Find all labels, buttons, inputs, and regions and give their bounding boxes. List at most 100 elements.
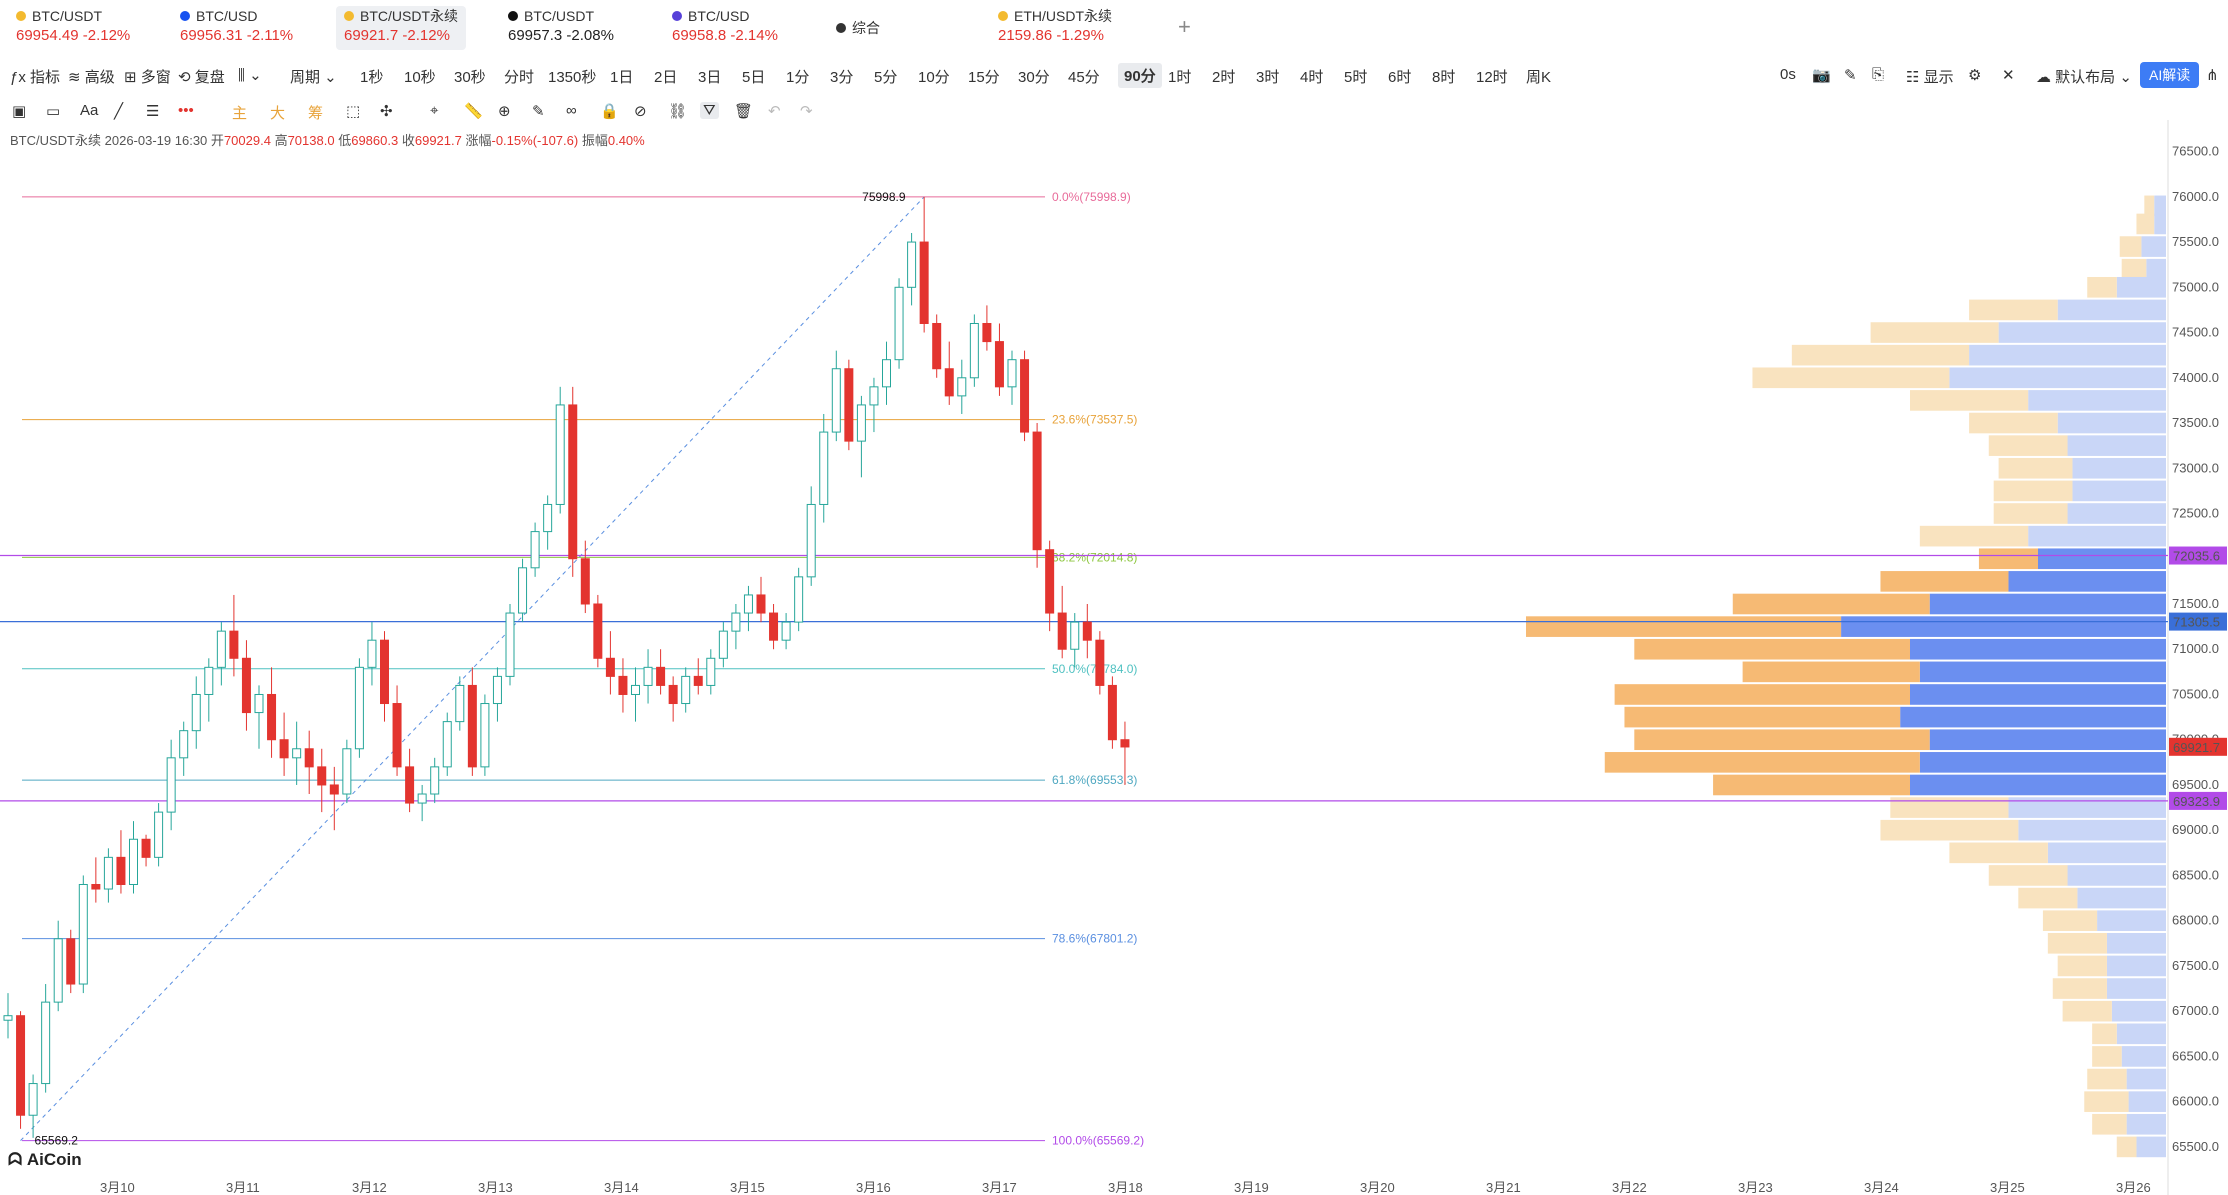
advanced-button[interactable]: ≋ 高级 xyxy=(68,69,115,86)
candle-body xyxy=(279,739,289,759)
symbol-tab[interactable]: ETH/USDT永续 2159.86 -1.29% xyxy=(990,6,1120,50)
zoom-icon[interactable]: ⊕ xyxy=(498,103,511,120)
period-3时[interactable]: 3时 xyxy=(1256,69,1280,86)
symbol-tab[interactable]: BTC/USDT 69954.49 -2.12% xyxy=(8,6,138,50)
dotted-line-icon[interactable]: ••• xyxy=(178,102,194,119)
ai-analysis-button[interactable]: AI解读 xyxy=(2140,62,2200,88)
period-90分[interactable]: 90分 xyxy=(1118,63,1162,88)
countdown-timer[interactable]: 0s xyxy=(1780,66,1796,83)
period-3日[interactable]: 3日 xyxy=(698,69,722,86)
volume-profile-bar-b xyxy=(1841,616,2166,637)
period-1分[interactable]: 1分 xyxy=(786,69,810,86)
x-tick-label: 3月24 xyxy=(1864,1180,1899,1195)
period-周K[interactable]: 周K xyxy=(1526,69,1552,86)
period-1日[interactable]: 1日 xyxy=(610,69,634,86)
chips-button[interactable]: 筹 xyxy=(308,105,324,122)
candle-body xyxy=(166,757,176,813)
candle-body xyxy=(530,531,540,569)
text-tool-icon[interactable]: Aa xyxy=(80,102,99,119)
period-1秒[interactable]: 1秒 xyxy=(360,69,384,86)
y-tick-label: 69500.0 xyxy=(2172,777,2219,792)
symbol-tab[interactable]: 综合 xyxy=(828,6,888,50)
volume-profile-bar-b xyxy=(1919,661,2166,683)
pattern-icon[interactable]: ⬚ xyxy=(346,103,361,120)
close-icon[interactable]: ✕ xyxy=(2002,67,2015,84)
magnet-icon[interactable]: ⊘ xyxy=(634,103,647,120)
filter-icon[interactable]: ⛛ xyxy=(700,102,719,119)
camera-icon[interactable]: 📷 xyxy=(1812,67,1831,84)
undo-icon[interactable]: ↶ xyxy=(768,103,781,120)
fib-label: 100.0%(65569.2) xyxy=(1052,1134,1144,1148)
share-icon[interactable]: ⋔ xyxy=(2206,67,2219,84)
period-10秒[interactable]: 10秒 xyxy=(404,69,436,86)
period-5日[interactable]: 5日 xyxy=(742,69,766,86)
symbol-tab[interactable]: BTC/USD 69956.31 -2.11% xyxy=(172,6,301,50)
brush-icon[interactable]: ✎ xyxy=(532,103,545,120)
period-5时[interactable]: 5时 xyxy=(1344,69,1368,86)
copy-icon[interactable]: ⎘ xyxy=(1872,66,1885,83)
bar-chart-icon[interactable]: ⫼ ⌄ xyxy=(238,67,262,84)
pattern-tool-icon[interactable]: ∞ xyxy=(566,102,577,119)
price-chart[interactable]: 65500.0 66000.0 66500.0 67000.0 67500.0 68000… xyxy=(0,120,2228,1195)
ruler-icon[interactable]: 📏 xyxy=(464,103,483,120)
symbol-tab[interactable]: BTC/USDT永续 69921.7 -2.12% xyxy=(336,6,466,50)
tab-symbol: ETH/USDT永续 xyxy=(1014,8,1112,24)
main-indicator-button[interactable]: 主 xyxy=(232,105,248,122)
pen-icon[interactable]: ✎ xyxy=(1844,67,1857,84)
redo-icon[interactable]: ↷ xyxy=(800,103,813,120)
candle-body xyxy=(254,693,264,714)
period-15分[interactable]: 15分 xyxy=(968,69,1000,86)
y-tick-label: 71000.0 xyxy=(2172,641,2219,656)
trash-icon[interactable]: 🗑 xyxy=(734,103,754,120)
period-dropdown[interactable]: 周期 ⌄ xyxy=(290,69,337,86)
period-1350秒[interactable]: 1350秒 xyxy=(548,69,597,86)
candle-body xyxy=(580,558,590,605)
candle-body xyxy=(618,675,628,695)
volume-profile-bar-b xyxy=(2111,1000,2166,1022)
candle-body xyxy=(706,657,716,686)
big-order-button[interactable]: 大 xyxy=(270,105,286,122)
multi-window-button[interactable]: ⊞ 多窗 xyxy=(124,69,171,86)
volume-profile-bar-b xyxy=(2072,480,2166,502)
period-2日[interactable]: 2日 xyxy=(654,69,678,86)
symbol-tab[interactable]: BTC/USD 69958.8 -2.14% xyxy=(664,6,786,50)
period-1时[interactable]: 1时 xyxy=(1168,69,1192,86)
link-icon[interactable]: ⛓ xyxy=(668,103,688,120)
period-8时[interactable]: 8时 xyxy=(1432,69,1456,86)
indicators-button[interactable]: ƒx 指标 xyxy=(10,69,61,86)
display-button[interactable]: ☷ 显示 xyxy=(1906,69,1954,86)
volume-profile-bar-b xyxy=(1910,684,2166,705)
candle-body xyxy=(455,684,465,723)
period-45分[interactable]: 45分 xyxy=(1068,69,1100,86)
replay-button[interactable]: ⟲ 复盘 xyxy=(178,69,225,86)
period-4时[interactable]: 4时 xyxy=(1300,69,1324,86)
period-3分[interactable]: 3分 xyxy=(830,69,854,86)
period-5分[interactable]: 5分 xyxy=(874,69,898,86)
add-tab-button[interactable]: + xyxy=(1178,14,1191,39)
candle-body xyxy=(656,666,666,686)
cross-icon[interactable]: ✣ xyxy=(380,103,393,120)
volume-profile-bar-a xyxy=(1634,638,1910,660)
rectangle-tool-icon[interactable]: ▭ xyxy=(46,103,61,120)
period-30秒[interactable]: 30秒 xyxy=(454,69,486,86)
symbol-tab[interactable]: BTC/USDT 69957.3 -2.08% xyxy=(500,6,622,50)
candle-body xyxy=(1032,431,1042,551)
period-12时[interactable]: 12时 xyxy=(1476,69,1508,86)
period-2时[interactable]: 2时 xyxy=(1212,69,1236,86)
layout-dropdown[interactable]: ☁ 默认布局 ⌄ xyxy=(2036,69,2132,86)
period-6时[interactable]: 6时 xyxy=(1388,69,1412,86)
period-10分[interactable]: 10分 xyxy=(918,69,950,86)
period-分时[interactable]: 分时 xyxy=(504,69,535,86)
lock-icon[interactable]: 🔒 xyxy=(600,103,619,120)
select-tool-icon[interactable]: ⌖ xyxy=(430,102,439,119)
chart-type-icon[interactable]: ▣ xyxy=(12,103,27,120)
period-30分[interactable]: 30分 xyxy=(1018,69,1050,86)
line-tool-icon[interactable]: ╱ xyxy=(114,103,124,120)
volume-profile-bar-a xyxy=(1880,571,2009,592)
open-value: 70029.4 xyxy=(223,133,271,148)
logo-text: AiCoin xyxy=(26,1150,82,1169)
volume-profile-bar-a xyxy=(1752,367,1950,389)
horizontal-lines-icon[interactable]: ☰ xyxy=(146,103,160,120)
candle-body xyxy=(643,666,653,686)
gear-icon[interactable]: ⚙ xyxy=(1968,67,1982,84)
